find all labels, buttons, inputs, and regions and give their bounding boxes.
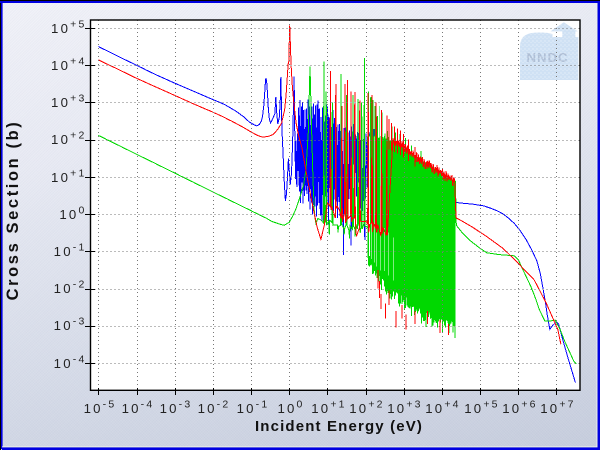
svg-text:10+1: 10+1	[51, 168, 86, 185]
svg-text:10+2: 10+2	[349, 399, 384, 416]
svg-text:10+2: 10+2	[51, 130, 86, 147]
svg-text:100: 100	[277, 399, 304, 416]
svg-text:10-5: 10-5	[84, 399, 117, 416]
svg-text:10+6: 10+6	[502, 399, 537, 416]
svg-text:10-2: 10-2	[198, 399, 231, 416]
svg-text:10+3: 10+3	[387, 399, 422, 416]
svg-text:10+7: 10+7	[540, 399, 575, 416]
svg-text:10-1: 10-1	[54, 242, 87, 259]
svg-text:10+5: 10+5	[464, 399, 499, 416]
svg-text:10+4: 10+4	[425, 399, 460, 416]
svg-text:10+1: 10+1	[311, 399, 346, 416]
svg-text:100: 100	[59, 205, 86, 222]
svg-text:Cross Section (b): Cross Section (b)	[4, 120, 22, 301]
svg-text:10-4: 10-4	[54, 354, 87, 371]
svg-text:10+4: 10+4	[51, 56, 86, 73]
svg-text:10-3: 10-3	[54, 316, 87, 333]
svg-text:10-2: 10-2	[54, 279, 87, 296]
svg-text:10-1: 10-1	[237, 399, 270, 416]
svg-text:Incident Energy (eV): Incident Energy (eV)	[255, 418, 423, 435]
svg-text:10-3: 10-3	[160, 399, 193, 416]
svg-text:10+5: 10+5	[51, 19, 86, 36]
svg-text:10+3: 10+3	[51, 93, 86, 110]
svg-text:10-4: 10-4	[122, 399, 155, 416]
